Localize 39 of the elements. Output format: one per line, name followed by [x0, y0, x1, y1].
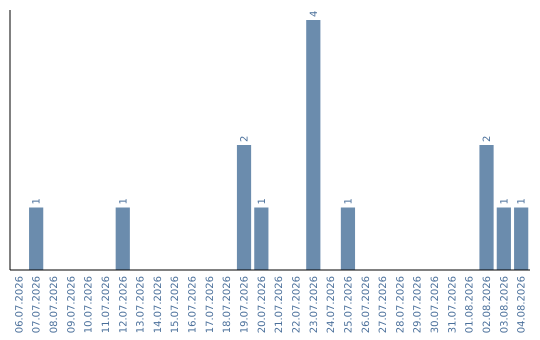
x-tick-label: 08.07.2026 — [48, 276, 60, 334]
data-label: 1 — [343, 198, 354, 204]
data-label: 2 — [240, 136, 251, 142]
x-tick-label: 11.07.2026 — [100, 276, 112, 334]
x-tick-label: 23.07.2026 — [308, 276, 320, 334]
x-tick-label: 07.07.2026 — [32, 276, 43, 334]
data-label: 1 — [118, 198, 130, 204]
x-tick-label: 18.07.2026 — [222, 276, 234, 334]
data-label: 1 — [32, 198, 43, 204]
x-tick-label: 27.07.2026 — [378, 276, 390, 334]
x-tick-label: 19.07.2026 — [240, 276, 251, 334]
x-tick-label: 22.07.2026 — [291, 276, 302, 334]
data-label: 1 — [256, 198, 268, 204]
x-tick-label: 16.07.2026 — [188, 276, 199, 334]
x-tick-label: 06.07.2026 — [14, 276, 26, 334]
x-tick-label: 24.07.2026 — [326, 276, 338, 334]
x-tick-label: 20.07.2026 — [256, 276, 268, 334]
x-tick-label: 29.07.2026 — [412, 276, 424, 334]
x-tick-label: 31.07.2026 — [447, 276, 458, 334]
x-tick-label: 21.07.2026 — [274, 276, 286, 334]
x-tick-label: 30.07.2026 — [430, 276, 442, 334]
data-label: 1 — [499, 198, 510, 204]
x-tick-label: 03.08.2026 — [499, 276, 510, 334]
x-tick-label: 14.07.2026 — [152, 276, 164, 334]
x-tick-label: 09.07.2026 — [66, 276, 78, 334]
x-tick-label: 25.07.2026 — [343, 276, 354, 334]
x-tick-label: 12.07.2026 — [118, 276, 130, 334]
x-tick-label: 04.08.2026 — [516, 276, 528, 334]
x-tick-label: 17.07.2026 — [204, 276, 216, 334]
x-tick-label: 28.07.2026 — [395, 276, 406, 334]
data-label: 4 — [308, 10, 320, 17]
x-tick-label: 13.07.2026 — [136, 276, 147, 334]
x-tick-label: 15.07.2026 — [170, 276, 182, 334]
x-tick-label: 10.07.2026 — [84, 276, 95, 334]
x-tick-label: 01.08.2026 — [464, 276, 476, 334]
x-tick-label: 26.07.2026 — [360, 276, 372, 334]
data-label: 2 — [482, 136, 494, 142]
data-label: 1 — [516, 198, 528, 204]
x-tick-label: 02.08.2026 — [482, 276, 494, 334]
